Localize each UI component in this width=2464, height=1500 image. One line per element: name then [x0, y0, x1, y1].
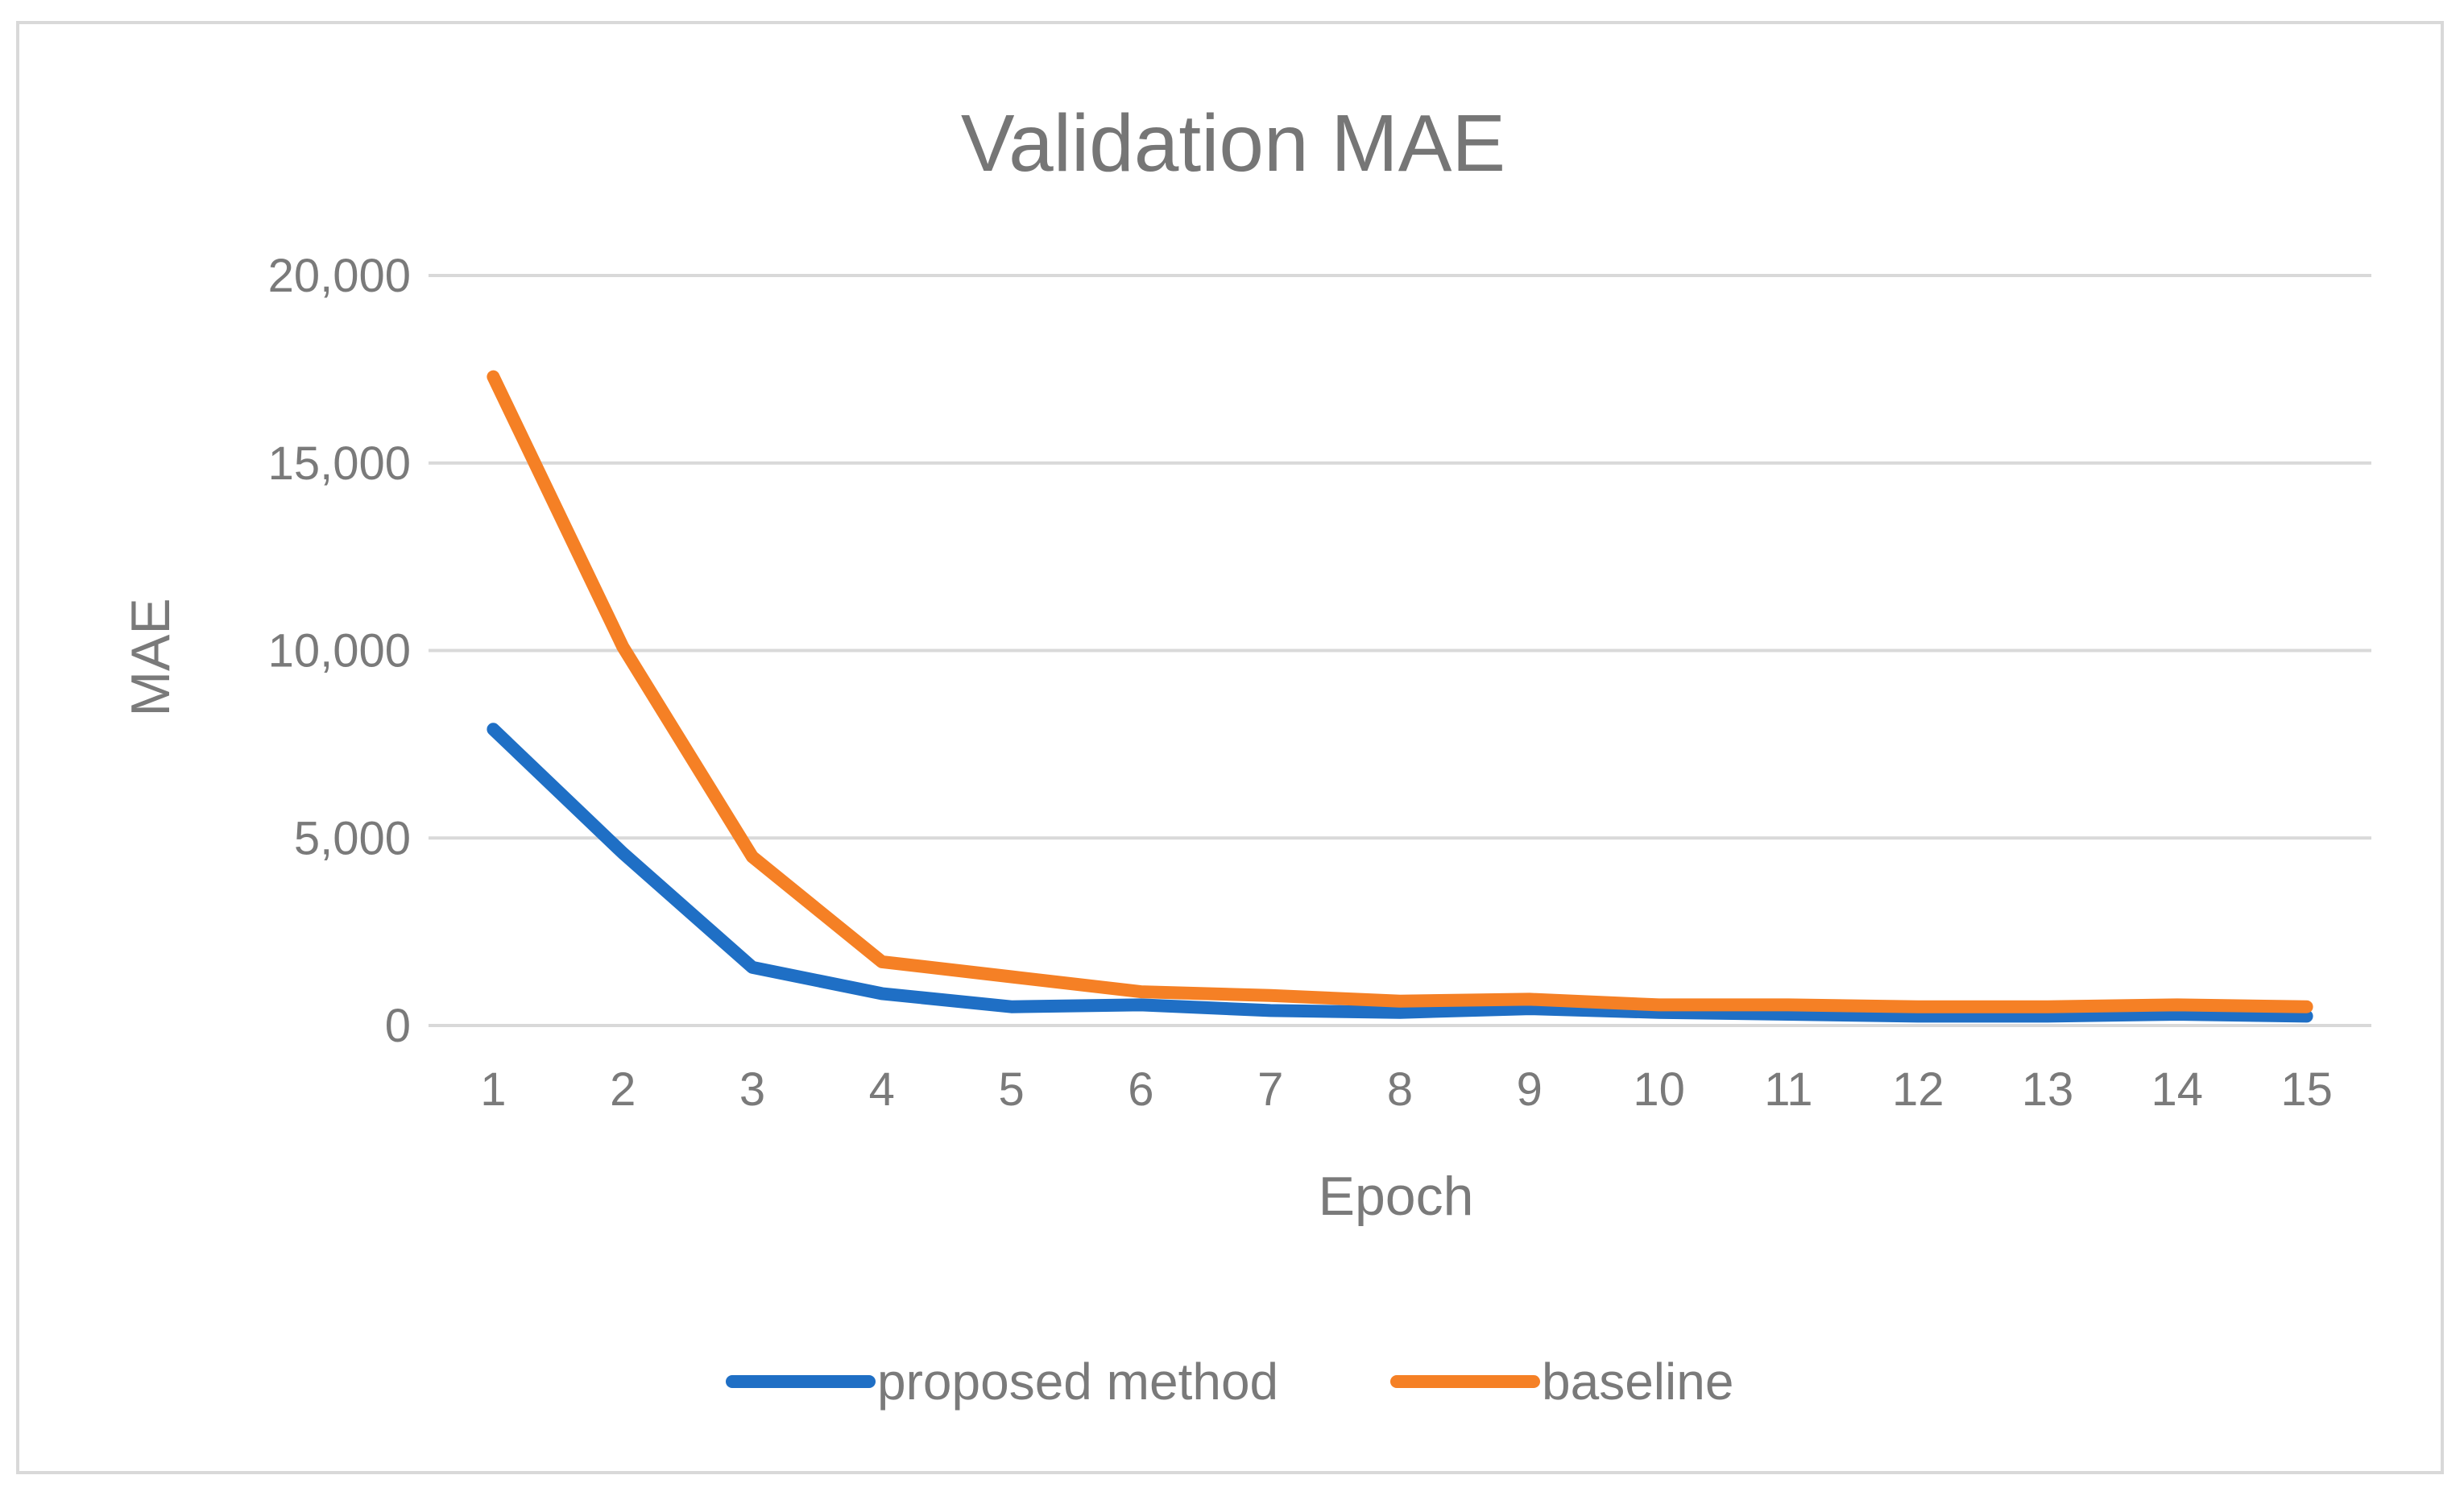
x-tick-label: 3 [739, 1063, 765, 1116]
chart-frame: Validation MAE 0 5,000 10,000 15,000 20,000 … [16, 21, 2444, 1474]
x-tick-label: 5 [998, 1063, 1024, 1116]
chart-svg: Validation MAE 05,00010,00015,00020,000 … [120, 98, 2371, 1411]
y-tick-label: 5,000 [294, 812, 411, 864]
series-lines [487, 370, 2313, 1023]
x-tick-label: 2 [610, 1063, 636, 1116]
chart-title: Validation MAE [961, 98, 1505, 189]
x-tick-label: 8 [1387, 1063, 1413, 1116]
x-tick-label: 4 [869, 1063, 895, 1116]
x-tick-label: 14 [2151, 1063, 2204, 1116]
y-tick-label: 0 [385, 1000, 411, 1052]
x-tick-label: 12 [1892, 1063, 1944, 1116]
legend: proposed method baseline [726, 1353, 1733, 1411]
legend-label: proposed method [877, 1353, 1278, 1411]
x-tick-label: 9 [1517, 1063, 1543, 1116]
x-tick-label: 13 [2022, 1063, 2074, 1116]
x-axis-label: Epoch [1319, 1166, 1474, 1227]
series-line-baseline [487, 370, 2313, 1013]
x-tick-label: 15 [2280, 1063, 2333, 1116]
x-tick-label: 6 [1128, 1063, 1153, 1116]
x-tick-label: 10 [1633, 1063, 1685, 1116]
y-tick-label: 15,000 [268, 437, 411, 490]
x-tick-label: 11 [1764, 1063, 1812, 1116]
y-axis-ticks: 0 5,000 10,000 15,000 20,000 [268, 250, 411, 1052]
legend-label: baseline [1542, 1353, 1733, 1411]
y-tick-label: 10,000 [268, 625, 411, 677]
gridlines [429, 274, 2371, 1027]
x-tick-label: 1 [480, 1063, 506, 1116]
x-tick-label: 7 [1257, 1063, 1283, 1116]
y-axis-label: MAE [120, 598, 181, 716]
x-axis-ticks: 1 2 3 4 5 6 7 8 9 10 11 12 13 14 15 [480, 1063, 2333, 1116]
y-tick-label: 20,000 [268, 250, 411, 302]
